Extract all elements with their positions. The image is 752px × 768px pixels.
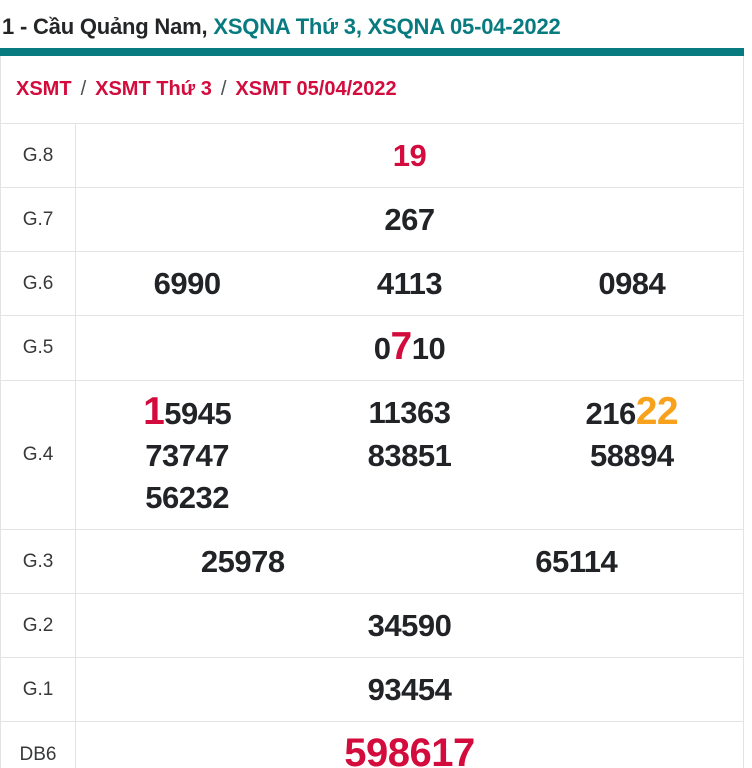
prize-number: 6990 [76,263,298,305]
results-panel: XSMT / XSMT Thứ 3 / XSMT 05/04/2022 G.8 1… [0,56,744,768]
prize-values: 25978 65114 [76,530,743,593]
prize-number: 4113 [298,263,520,305]
prize-row-g5: G.5 0710 [1,315,743,380]
digits: 25978 [200,543,285,579]
breadcrumb-link-xsmt[interactable]: XSMT [16,78,72,100]
page-title-prefix: 1 - Cầu Quảng Nam, [2,14,214,39]
digits: 56232 [145,480,230,515]
prize-table: G.8 19 G.7 267 G.6 6990 4113 0984 G.5 0710 G.4 1594… [1,123,743,768]
prize-label: G.2 [1,594,76,657]
prize-row-g2: G.2 34590 [1,593,743,657]
prize-number: 0710 [76,326,743,370]
prize-number: 83851 [298,435,520,477]
prize-label: G.1 [1,658,76,721]
breadcrumb-link-xsmt-thu3[interactable]: XSMT Thứ 3 [95,78,212,100]
breadcrumb-link-xsmt-date[interactable]: XSMT 05/04/2022 [235,78,397,100]
digits: 83851 [367,438,452,473]
prize-row-g7: G.7 267 [1,187,743,251]
prize-values: 19 [76,124,743,187]
digits: 73747 [145,438,230,473]
prize-number: 19 [76,135,743,177]
digits: 0984 [598,265,666,301]
digits: 11363 [368,395,451,430]
prize-number: 93454 [76,669,743,711]
digits: 4113 [376,265,443,301]
prize-row-g3: G.3 25978 65114 [1,529,743,593]
prize-number: 21622 [521,391,743,435]
prize-label: G.7 [1,188,76,251]
digits: 65114 [535,543,618,579]
teal-divider-bar [0,48,744,56]
digits: 6990 [153,265,221,301]
prize-row-db6: DB6 598617 [1,721,743,768]
highlighted-digits: 22 [635,390,679,433]
digits: 10 [411,331,446,366]
prize-label: G.5 [1,316,76,380]
prize-number: 267 [76,199,743,241]
prize-values: 6990 4113 0984 [76,252,743,315]
prize-number: 73747 [76,435,298,477]
digits: 216 [585,396,637,431]
highlighted-digits: 1 [143,390,165,433]
prize-number: 65114 [410,541,744,583]
prize-number: 0984 [521,263,743,305]
digits: 34590 [367,607,452,643]
prize-label: G.8 [1,124,76,187]
page-title: 1 - Cầu Quảng Nam, XSQNA Thứ 3, XSQNA 05… [0,0,752,48]
prize-row-g6: G.6 6990 4113 0984 [1,251,743,315]
highlighted-digits: 19 [392,137,427,173]
digits: 93454 [367,671,452,707]
breadcrumb: XSMT / XSMT Thứ 3 / XSMT 05/04/2022 [1,56,743,123]
prize-number: 598617 [76,732,743,768]
prize-label: G.3 [1,530,76,593]
digits: 0 [373,331,391,366]
digits: 58894 [589,438,674,473]
prize-label: G.4 [1,381,76,529]
prize-number: 56232 [76,477,298,519]
digits: 267 [384,201,435,237]
prize-values: 93454 [76,658,743,721]
prize-label: DB6 [1,722,76,768]
prize-number: 25978 [76,541,410,583]
highlighted-digits: 598617 [344,731,475,768]
prize-row-g4: G.4 15945 11363 21622 73747 83851 58894 56232 [1,380,743,529]
prize-row-g1: G.1 93454 [1,657,743,721]
digits: 5945 [164,396,232,431]
prize-values: 598617 [76,722,743,768]
prize-number: 15945 [76,391,298,435]
prize-number: 34590 [76,605,743,647]
highlighted-digits: 7 [390,325,413,368]
prize-values: 267 [76,188,743,251]
prize-values: 0710 [76,316,743,380]
prize-row-g8: G.8 19 [1,123,743,187]
prize-values: 34590 [76,594,743,657]
prize-number: 58894 [521,435,743,477]
prize-label: G.6 [1,252,76,315]
prize-values: 15945 11363 21622 73747 83851 58894 56232 [76,381,743,529]
breadcrumb-separator: / [80,78,87,100]
prize-number: 11363 [298,392,520,434]
page-title-highlight: XSQNA Thứ 3, XSQNA 05-04-2022 [213,14,561,39]
breadcrumb-separator: / [220,78,227,100]
